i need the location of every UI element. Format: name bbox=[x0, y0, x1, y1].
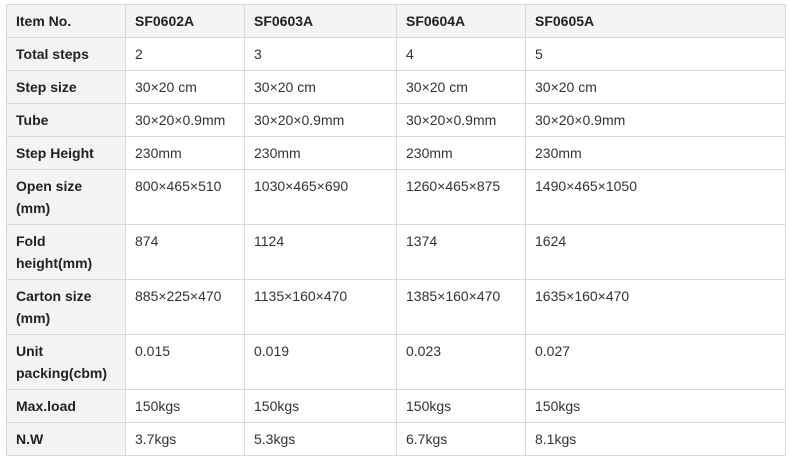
row-label: N.W bbox=[6, 422, 126, 456]
table-cell: 6.7kgs bbox=[396, 422, 526, 456]
table-cell: 5 bbox=[525, 37, 786, 71]
row-label: Fold height(mm) bbox=[6, 224, 126, 280]
table-cell: 1124 bbox=[244, 224, 397, 280]
table-cell: 0.019 bbox=[244, 334, 397, 390]
table-cell: 4 bbox=[396, 37, 526, 71]
table-cell: 30×20×0.9mm bbox=[396, 103, 526, 137]
table-cell: 30×20×0.9mm bbox=[525, 103, 786, 137]
table-cell: 150kgs bbox=[244, 389, 397, 423]
table-cell: 230mm bbox=[525, 136, 786, 170]
column-header: SF0602A bbox=[125, 4, 245, 38]
table-row: Max.load 150kgs 150kgs 150kgs 150kgs bbox=[6, 389, 786, 423]
table-cell: 3.7kgs bbox=[125, 422, 245, 456]
row-label: Step Height bbox=[6, 136, 126, 170]
table-cell: 1490×465×1050 bbox=[525, 169, 786, 225]
header-row: Item No. SF0602A SF0603A SF0604A SF0605A bbox=[6, 4, 786, 38]
table-row: Carton size (mm) 885×225×470 1135×160×470 1… bbox=[6, 279, 786, 335]
table-row: Open size (mm) 800×465×510 1030×465×690 126… bbox=[6, 169, 786, 225]
table-cell: 30×20 cm bbox=[396, 70, 526, 104]
table-cell: 230mm bbox=[125, 136, 245, 170]
column-header: SF0603A bbox=[244, 4, 397, 38]
table-cell: 5.3kgs bbox=[244, 422, 397, 456]
table-cell: 230mm bbox=[244, 136, 397, 170]
column-header: Item No. bbox=[6, 4, 126, 38]
spec-table: Item No. SF0602A SF0603A SF0604A SF0605A Tota… bbox=[6, 4, 786, 456]
table-cell: 30×20×0.9mm bbox=[244, 103, 397, 137]
table-cell: 0.015 bbox=[125, 334, 245, 390]
table-cell: 1624 bbox=[525, 224, 786, 280]
table-cell: 885×225×470 bbox=[125, 279, 245, 335]
table-cell: 150kgs bbox=[125, 389, 245, 423]
table-cell: 2 bbox=[125, 37, 245, 71]
table-cell: 150kgs bbox=[396, 389, 526, 423]
table-cell: 1135×160×470 bbox=[244, 279, 397, 335]
table-cell: 30×20 cm bbox=[125, 70, 245, 104]
table-cell: 1374 bbox=[396, 224, 526, 280]
table-row: Fold height(mm) 874 1124 1374 1624 bbox=[6, 224, 786, 280]
row-label: Total steps bbox=[6, 37, 126, 71]
table-cell: 874 bbox=[125, 224, 245, 280]
table-row: Total steps 2 3 4 5 bbox=[6, 37, 786, 71]
table-cell: 30×20 cm bbox=[525, 70, 786, 104]
row-label: Carton size (mm) bbox=[6, 279, 126, 335]
row-label: Open size (mm) bbox=[6, 169, 126, 225]
table-row: Step size 30×20 cm 30×20 cm 30×20 cm 30×20 c… bbox=[6, 70, 786, 104]
table-row: Tube 30×20×0.9mm 30×20×0.9mm 30×20×0.9mm 30×… bbox=[6, 103, 786, 137]
table-cell: 0.027 bbox=[525, 334, 786, 390]
row-label: Step size bbox=[6, 70, 126, 104]
table-cell: 1635×160×470 bbox=[525, 279, 786, 335]
row-label: Max.load bbox=[6, 389, 126, 423]
table-cell: 1260×465×875 bbox=[396, 169, 526, 225]
row-label: Unit packing(cbm) bbox=[6, 334, 126, 390]
table-cell: 0.023 bbox=[396, 334, 526, 390]
table-cell: 1030×465×690 bbox=[244, 169, 397, 225]
row-label: Tube bbox=[6, 103, 126, 137]
column-header: SF0605A bbox=[525, 4, 786, 38]
table-row: N.W 3.7kgs 5.3kgs 6.7kgs 8.1kgs bbox=[6, 422, 786, 456]
column-header: SF0604A bbox=[396, 4, 526, 38]
table-cell: 1385×160×470 bbox=[396, 279, 526, 335]
table-cell: 150kgs bbox=[525, 389, 786, 423]
table-cell: 800×465×510 bbox=[125, 169, 245, 225]
table-cell: 230mm bbox=[396, 136, 526, 170]
table-row: Step Height 230mm 230mm 230mm 230mm bbox=[6, 136, 786, 170]
table-row: Unit packing(cbm) 0.015 0.019 0.023 0.027 bbox=[6, 334, 786, 390]
table-cell: 8.1kgs bbox=[525, 422, 786, 456]
table-cell: 30×20×0.9mm bbox=[125, 103, 245, 137]
table-cell: 30×20 cm bbox=[244, 70, 397, 104]
table-cell: 3 bbox=[244, 37, 397, 71]
